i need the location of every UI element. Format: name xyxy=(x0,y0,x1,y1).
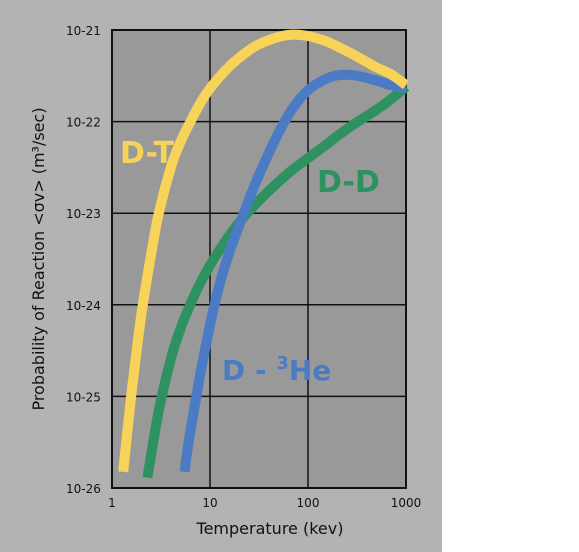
y-tick-label: 10-26 xyxy=(66,482,101,496)
series-line-d3he xyxy=(179,69,408,473)
series-label-dt: D-T xyxy=(120,136,175,171)
series-line-dt xyxy=(118,29,409,473)
series-label-dd: D-D xyxy=(317,165,380,200)
series-layer xyxy=(118,29,410,479)
plot-frame xyxy=(111,29,407,489)
y-tick-label: 10-24 xyxy=(66,299,101,313)
series-label-d3he-sup: 3 xyxy=(276,353,289,374)
series-label-d3he-tail: He xyxy=(289,354,331,387)
x-tick-label: 1 xyxy=(108,496,116,510)
x-axis-title: Temperature (kev) xyxy=(196,519,344,538)
y-tick-label: 10-21 xyxy=(66,24,101,38)
series-line-dd xyxy=(142,82,410,479)
y-axis-title: Probability of Reaction <σv> (m³/sec) xyxy=(29,107,48,410)
x-tick-label: 100 xyxy=(297,496,320,510)
y-tick-labels: 10-21 10-22 10-23 10-24 10-25 10-26 xyxy=(66,24,101,496)
x-tick-label: 1000 xyxy=(391,496,422,510)
y-tick-label: 10-22 xyxy=(66,116,101,130)
series-label-d3he-prefix: D - xyxy=(222,354,276,387)
y-tick-label: 10-25 xyxy=(66,390,101,404)
x-tick-labels: 1 10 100 1000 xyxy=(108,496,421,510)
series-label-d3he: D - 3He xyxy=(222,353,331,387)
x-tick-label: 10 xyxy=(202,496,217,510)
y-tick-label: 10-23 xyxy=(66,207,101,221)
